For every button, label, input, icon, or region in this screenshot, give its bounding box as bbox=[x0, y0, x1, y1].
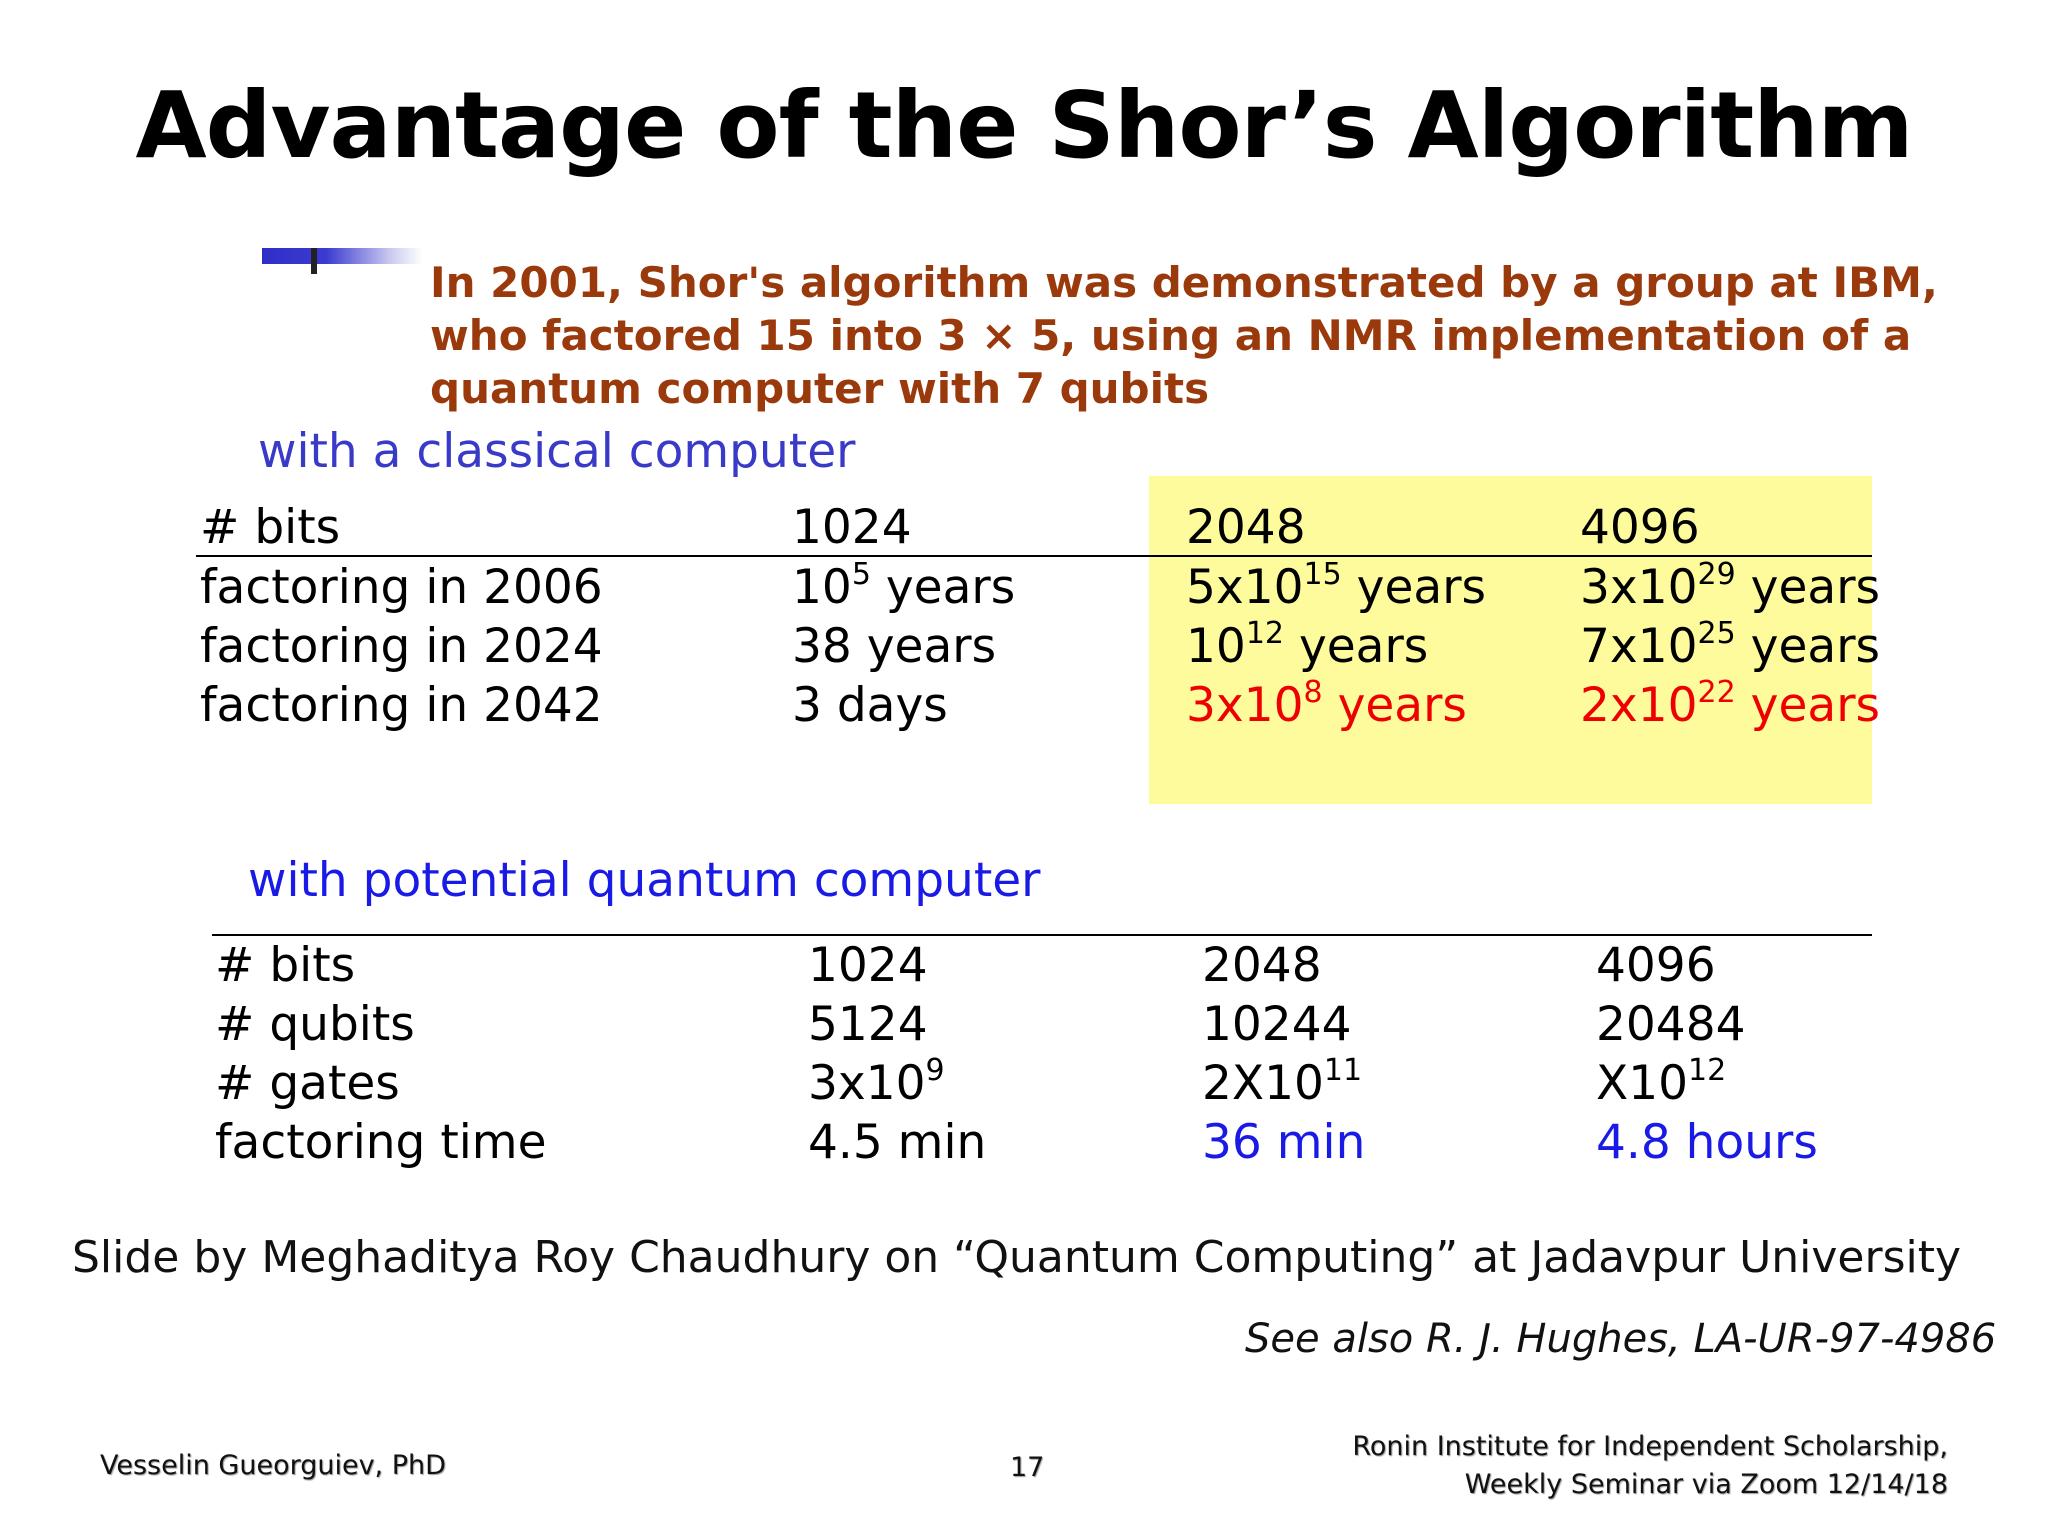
classical-cell-r2-c3: 2x1022 years bbox=[1580, 678, 1880, 734]
footer-author: Vesselin Gueorguiev, PhD bbox=[100, 1450, 446, 1481]
classical-cell-r0-c2-exponent: 15 bbox=[1303, 557, 1342, 592]
quantum-cell-r1-c3: 20484 bbox=[1596, 997, 1746, 1052]
quantum-cell-r2-c2: 2X1011 bbox=[1202, 1056, 1362, 1112]
quantum-cell-r1-c1: 5124 bbox=[808, 997, 928, 1052]
quantum-cell-r2-c1: 3x109 bbox=[808, 1056, 945, 1112]
classical-cell-r2-c2: 3x108 years bbox=[1186, 678, 1467, 734]
quantum-cell-r3-c2: 36 min bbox=[1202, 1115, 1366, 1170]
quantum-cell-r0-c1: 1024 bbox=[808, 938, 928, 993]
classical-header-rule bbox=[196, 555, 1872, 557]
slide-credit: Slide by Meghaditya Roy Chaudhury on “Qu… bbox=[72, 1232, 1962, 1283]
quantum-cell-r2-c1-base: 3x10 bbox=[808, 1056, 926, 1111]
quantum-cell-r1-c0: # qubits bbox=[215, 997, 415, 1052]
classical-cell-r1-c2-unit: years bbox=[1284, 619, 1429, 674]
classical-cell-r2-c3-exponent: 22 bbox=[1697, 675, 1736, 710]
quantum-top-rule bbox=[212, 934, 1872, 936]
classical-cell-r0-c3-base: 3x10 bbox=[1580, 560, 1698, 615]
classical-cell-r0-c1-base: 10 bbox=[792, 560, 852, 615]
quantum-section-label: with potential quantum computer bbox=[248, 853, 1041, 908]
classical-cell-r0-c1-unit: years bbox=[870, 560, 1016, 615]
quantum-cell-r2-c2-exponent: 11 bbox=[1323, 1053, 1363, 1088]
quantum-cell-r2-c3-exponent: 12 bbox=[1688, 1053, 1727, 1088]
ibm-demonstration-note: In 2001, Shor's algorithm was demonstrat… bbox=[430, 258, 1938, 413]
classical-cell-r2-c3-unit: years bbox=[1735, 678, 1881, 733]
classical-cell-r1-c2: 1012 years bbox=[1186, 619, 1428, 675]
quantum-cell-r2-c0: # gates bbox=[215, 1056, 400, 1111]
quantum-cell-r3-c1: 4.5 min bbox=[808, 1115, 987, 1170]
classical-cell-r0-c1: 105 years bbox=[792, 560, 1015, 616]
classical-cell-r2-c2-exponent: 8 bbox=[1303, 675, 1323, 710]
classical-cell-r1-c3-unit: years bbox=[1735, 619, 1881, 674]
quantum-cell-r2-c1-exponent: 9 bbox=[925, 1053, 945, 1088]
classical-cell-r0-c2-base: 5x10 bbox=[1186, 560, 1304, 615]
classical-cell-r2-c3-base: 2x10 bbox=[1580, 678, 1698, 733]
footer-institute-line1: Ronin Institute for Independent Scholars… bbox=[1352, 1431, 1948, 1462]
classical-header-4096: 4096 bbox=[1580, 500, 1700, 555]
quantum-cell-r2-c3: X1012 bbox=[1596, 1056, 1726, 1112]
classical-cell-r0-c3: 3x1029 years bbox=[1580, 560, 1880, 616]
footer-institute-line2: Weekly Seminar via Zoom 12/14/18 bbox=[1464, 1469, 1948, 1500]
classical-cell-r2-c1: 3 days bbox=[792, 678, 948, 733]
quantum-cell-r0-c2: 2048 bbox=[1202, 938, 1322, 993]
classical-cell-r2-c0: factoring in 2042 bbox=[200, 678, 603, 733]
classical-cell-r0-c1-exponent: 5 bbox=[851, 557, 871, 592]
classical-header-1024: 1024 bbox=[792, 500, 912, 555]
classical-cell-r2-c2-unit: years bbox=[1322, 678, 1467, 733]
classical-header-bits: # bits bbox=[200, 500, 341, 555]
classical-cell-r2-c2-base: 3x10 bbox=[1186, 678, 1304, 733]
classical-cell-r0-c2: 5x1015 years bbox=[1186, 560, 1486, 616]
classical-cell-r1-c3: 7x1025 years bbox=[1580, 619, 1880, 675]
highlight-box bbox=[1149, 476, 1872, 804]
classical-cell-r1-c3-exponent: 25 bbox=[1697, 616, 1736, 651]
bullet-tick-decoration bbox=[311, 248, 317, 274]
classical-header-2048: 2048 bbox=[1186, 500, 1306, 555]
quantum-cell-r2-c3-base: X10 bbox=[1596, 1056, 1689, 1111]
see-also-reference: See also R. J. Hughes, LA-UR-97-4986 bbox=[1245, 1316, 1997, 1362]
quantum-cell-r1-c2: 10244 bbox=[1202, 997, 1352, 1052]
classical-cell-r1-c2-exponent: 12 bbox=[1245, 616, 1284, 651]
footer-institute: Ronin Institute for Independent Scholars… bbox=[1352, 1428, 1948, 1504]
classical-cell-r1-c2-base: 10 bbox=[1186, 619, 1246, 674]
quantum-cell-r3-c3: 4.8 hours bbox=[1596, 1115, 1818, 1170]
slide-title: Advantage of the Shor’s Algorithm bbox=[135, 72, 1913, 179]
footer-page-number: 17 bbox=[1010, 1452, 1045, 1483]
classical-cell-r0-c3-unit: years bbox=[1735, 560, 1881, 615]
classical-cell-r0-c3-exponent: 29 bbox=[1697, 557, 1736, 592]
quantum-cell-r2-c2-base: 2X10 bbox=[1202, 1056, 1324, 1111]
classical-section-label: with a classical computer bbox=[258, 424, 856, 479]
quantum-cell-r3-c0: factoring time bbox=[215, 1115, 547, 1170]
quantum-cell-r0-c0: # bits bbox=[215, 938, 356, 993]
classical-cell-r0-c0: factoring in 2006 bbox=[200, 560, 603, 615]
classical-cell-r1-c3-base: 7x10 bbox=[1580, 619, 1698, 674]
quantum-cell-r0-c3: 4096 bbox=[1596, 938, 1716, 993]
bullet-bar-decoration bbox=[262, 248, 422, 264]
classical-cell-r1-c1: 38 years bbox=[792, 619, 997, 674]
classical-cell-r1-c0: factoring in 2024 bbox=[200, 619, 603, 674]
classical-cell-r0-c2-unit: years bbox=[1341, 560, 1487, 615]
